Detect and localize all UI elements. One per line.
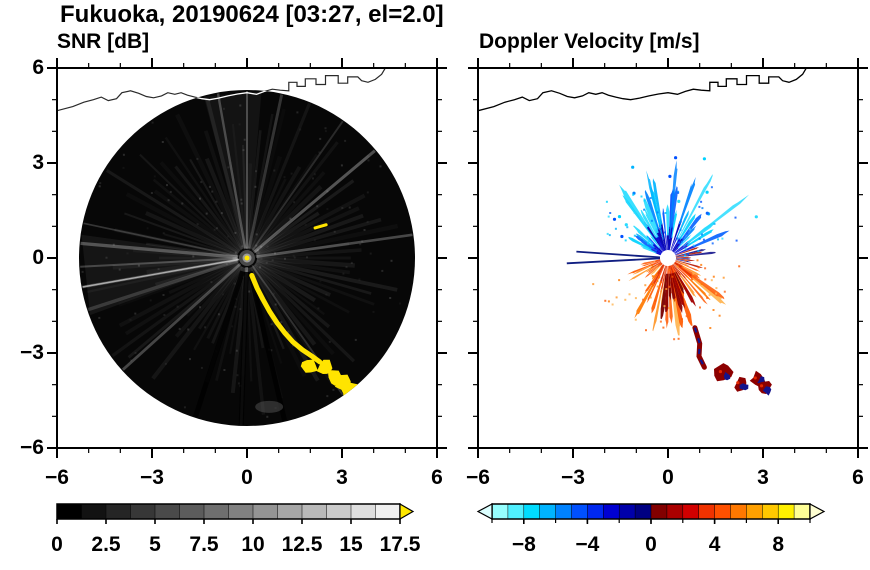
x-tick-label-snr: 0 bbox=[241, 466, 253, 489]
snr-ppi-plot bbox=[47, 58, 447, 458]
velocity-panel-title: Doppler Velocity [m/s] bbox=[479, 30, 700, 53]
snr-cbar-label: 12.5 bbox=[282, 533, 323, 556]
snr-cbar-label: 0 bbox=[51, 533, 63, 556]
snr-cbar-label: 2.5 bbox=[91, 533, 121, 556]
snr-cbar-label: 7.5 bbox=[189, 533, 219, 556]
snr-cbar-label: 5 bbox=[149, 533, 161, 556]
snr-panel-title: SNR [dB] bbox=[57, 30, 150, 53]
velocity-cbar-label: −4 bbox=[575, 533, 599, 556]
velocity-colorbar: −8 −4 0 4 8 bbox=[476, 502, 826, 556]
snr-cbar-label: 17.5 bbox=[380, 533, 421, 556]
y-tick-label-snr: −3 bbox=[20, 341, 44, 364]
y-tick-label-snr: 0 bbox=[32, 246, 44, 269]
snr-colorbar: 0 2.5 5 7.5 10 12.5 15 17.5 bbox=[51, 502, 421, 556]
x-tick-label-velocity: 6 bbox=[852, 466, 864, 489]
velocity-cbar-label: 8 bbox=[772, 533, 784, 556]
y-tick-label-snr: −6 bbox=[20, 436, 44, 459]
x-tick-label-velocity: 3 bbox=[757, 466, 769, 489]
snr-cbar-label: 10 bbox=[241, 533, 264, 556]
velocity-cbar-label: 4 bbox=[709, 533, 721, 556]
y-tick-label-snr: 3 bbox=[32, 151, 44, 174]
x-tick-label-snr: −3 bbox=[140, 466, 164, 489]
x-tick-label-snr: 3 bbox=[336, 466, 348, 489]
velocity-cbar-label: −8 bbox=[512, 533, 536, 556]
x-tick-label-snr: 6 bbox=[431, 466, 443, 489]
x-tick-label-velocity: −6 bbox=[466, 466, 490, 489]
figure-title: Fukuoka, 20190624 [03:27, el=2.0] bbox=[60, 1, 444, 28]
velocity-ppi-plot bbox=[468, 58, 868, 458]
velocity-cbar-label: 0 bbox=[645, 533, 657, 556]
x-tick-label-snr: −6 bbox=[45, 466, 69, 489]
y-tick-label-snr: 6 bbox=[32, 56, 44, 79]
snr-cbar-label: 15 bbox=[339, 533, 363, 556]
x-tick-label-velocity: 0 bbox=[662, 466, 674, 489]
x-tick-label-velocity: −3 bbox=[561, 466, 585, 489]
